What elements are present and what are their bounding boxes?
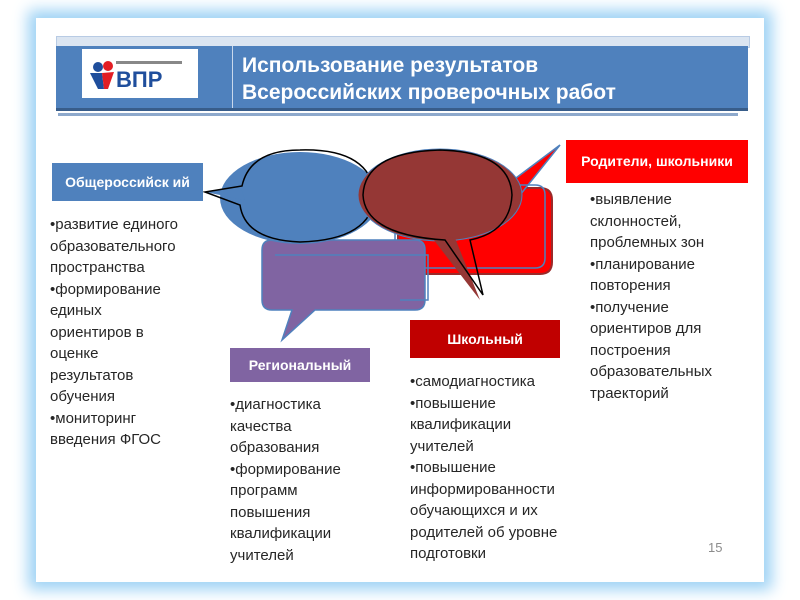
list-item: склонностей, (590, 212, 682, 230)
list-item: подготовки (410, 545, 486, 562)
list-item: квалификации (230, 525, 332, 542)
list-item: •планирование (590, 255, 695, 273)
vpr-logo: ВПР (82, 49, 198, 98)
list-item: результатов (50, 366, 134, 384)
list-item: •мониторинг (50, 409, 137, 427)
list-item: •диагностика (230, 396, 321, 413)
list-item: •формирование (230, 460, 341, 478)
list-item: образовательных (590, 363, 712, 380)
list-item: образования (230, 439, 320, 456)
regional-list: •диагностика качества образования •формиров… (230, 394, 341, 566)
blue-oval-bubble (202, 149, 380, 244)
list-item: квалификации (410, 416, 512, 433)
list-item: ориентиров для (590, 320, 702, 337)
list-item: •выявление (590, 191, 672, 208)
list-item: информированности (410, 480, 555, 498)
list-item: учителей (230, 546, 294, 564)
list-item: повторения (590, 277, 671, 294)
list-item: проблемных зон (590, 234, 705, 251)
label-parents: Родители, школьники (566, 140, 748, 183)
list-item: качества (230, 417, 292, 435)
label-federal: Общероссийск ий (52, 163, 203, 201)
label-school: Школьный (410, 320, 560, 358)
school-list: •самодиагностика •повышение квалификации уч… (410, 371, 557, 565)
list-item: траекторий (590, 384, 669, 402)
header-underline (58, 113, 738, 116)
page-title: Использование результатов Всероссийских … (242, 52, 616, 106)
list-item: •получение (590, 298, 669, 316)
list-item: родителей об уровне (410, 523, 558, 541)
list-item: построения (590, 341, 671, 359)
parents-list: •выявление склонностей, проблемных зон •пла… (590, 189, 712, 404)
list-item: •самодиагностика (410, 373, 535, 390)
svg-text:ВПР: ВПР (116, 67, 162, 92)
title-line-2: Всероссийских проверочных работ (242, 81, 616, 104)
list-item: обучающихся и их (410, 502, 538, 519)
page-number: 15 (708, 540, 723, 555)
list-item: пространства (50, 259, 145, 276)
list-item: ориентиров в (50, 323, 144, 341)
label-regional: Региональный (230, 348, 370, 382)
list-item: оценке (50, 345, 99, 362)
list-item: образовательного (50, 237, 176, 255)
list-item: обучения (50, 388, 116, 405)
list-item: •повышение (410, 459, 496, 476)
list-item: •повышение (410, 394, 496, 412)
list-item: введения ФГОС (50, 431, 162, 448)
list-item: •развитие единого (50, 216, 179, 233)
darkred-oval-bubble (357, 148, 523, 300)
list-item: повышения (230, 503, 311, 521)
list-item: программ (230, 482, 298, 499)
list-item: единых (50, 302, 102, 319)
list-item: •формирование (50, 280, 161, 298)
purple-rect-bubble (261, 239, 429, 343)
federal-list: •развитие единого образовательного простра… (50, 214, 178, 451)
title-line-1: Использование результатов (242, 54, 539, 77)
header-divider (232, 46, 233, 108)
list-item: учителей (410, 437, 474, 455)
